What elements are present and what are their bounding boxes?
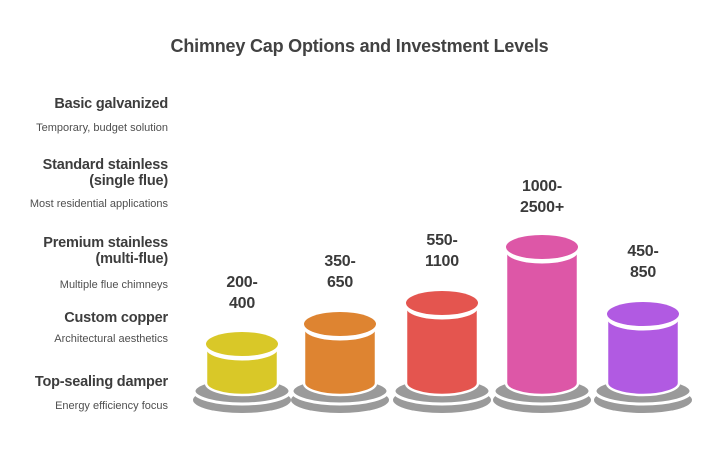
category-sublabel: Most residential applications (29, 198, 168, 210)
value-range-line: 350- (324, 253, 356, 270)
category-label: Premium stainless (multi-flue) (43, 235, 168, 267)
value-range-line: 400 (228, 295, 256, 312)
category-sublabel: Multiple flue chimneys (59, 279, 168, 291)
cylinder-body (504, 245, 580, 397)
category-label-line: Standard stainless (42, 157, 169, 173)
value-range-line: 1000- (522, 178, 562, 195)
cylinder-top-face (406, 291, 478, 315)
value-range-label: 200- 400 (226, 272, 257, 314)
category-label-line: Premium stainless (43, 235, 168, 251)
value-range-label: 1000- 2500+ (520, 176, 564, 218)
category-label: Basic galvanized (54, 96, 168, 112)
cylinder-body (404, 301, 480, 397)
category-label-line: Custom copper (64, 310, 168, 326)
cylinder-top-face (304, 312, 376, 336)
category-label: Top-sealing damper (35, 374, 168, 390)
value-range-line: 2500+ (520, 199, 564, 216)
category-label: Standard stainless (single flue) (42, 157, 169, 189)
value-range-label: 450- 850 (627, 241, 658, 283)
category-label: Custom copper (64, 310, 168, 326)
value-range-label: 350- 650 (324, 251, 355, 293)
chart-title: Chimney Cap Options and Investment Level… (170, 36, 549, 56)
cylinder-body (605, 312, 681, 397)
value-range-label: 550- 1100 (425, 230, 459, 272)
value-range-line: 1100 (425, 253, 459, 270)
category-sublabel: Architectural aesthetics (54, 333, 168, 345)
value-range-line: 650 (326, 274, 354, 291)
cylinder-body (302, 322, 378, 397)
value-range-line: 200- (226, 274, 258, 291)
value-range-line: 850 (629, 264, 657, 281)
category-label-line: (single flue) (89, 173, 168, 189)
category-sublabel: Temporary, budget solution (36, 122, 168, 134)
cylinder-top-face (206, 332, 278, 356)
cylinder-top-face (506, 235, 578, 259)
value-range-line: 450- (627, 243, 659, 260)
category-label-line: Top-sealing damper (34, 374, 168, 390)
category-label-line: (multi-flue) (95, 251, 168, 267)
category-label-line: Basic galvanized (54, 96, 168, 112)
value-range-line: 550- (426, 232, 458, 249)
category-sublabel: Energy efficiency focus (55, 400, 168, 412)
cylinder-top-face (607, 302, 679, 326)
